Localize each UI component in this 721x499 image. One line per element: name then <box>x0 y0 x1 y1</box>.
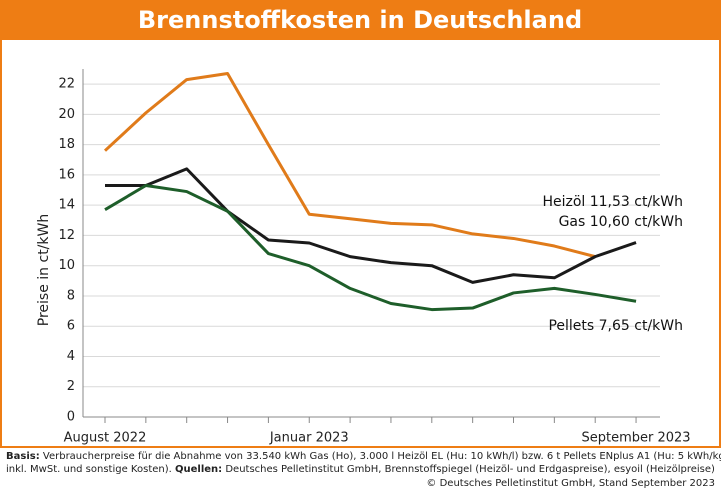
basis-text: Verbraucherpreise für die Abnahme von 33… <box>43 451 721 462</box>
y-tick-label: 8 <box>67 288 75 303</box>
copyright: © Deutsches Pelletinstitut GmbH, Stand S… <box>426 478 715 489</box>
footnote: inkl. MwSt. und sonstige Kosten). Quelle… <box>6 464 715 475</box>
series-line <box>104 184 637 312</box>
x-tick-label: September 2023 <box>582 431 691 446</box>
x-tick-label: Januar 2023 <box>269 431 349 446</box>
y-tick-label: 10 <box>58 258 75 273</box>
x-tick-label: August 2022 <box>64 431 147 446</box>
title-banner <box>0 0 721 40</box>
y-tick-label: 18 <box>58 137 75 152</box>
sources-text: Deutsches Pelletinstitut GmbH, Brennstof… <box>225 464 715 475</box>
y-tick-label: 6 <box>67 319 75 334</box>
y-axis-label: Preise in ct/kWh <box>36 214 52 326</box>
chart-title: Brennstoffkosten in Deutschland <box>138 6 582 34</box>
annotation: Pellets 7,65 ct/kWh <box>548 318 683 334</box>
y-tick-label: 14 <box>58 198 75 213</box>
y-tick-label: 0 <box>67 410 75 425</box>
annotation: Gas 10,60 ct/kWh <box>559 214 683 230</box>
sources-label: Quellen: <box>175 464 222 475</box>
y-tick-label: 4 <box>67 349 75 364</box>
series-line <box>105 167 637 284</box>
annotation: Heizöl 11,53 ct/kWh <box>542 194 683 210</box>
y-tick-label: 12 <box>58 228 75 243</box>
footnote: Basis: Verbraucherpreise für die Abnahme… <box>6 451 721 462</box>
y-tick-label: 2 <box>67 379 75 394</box>
series-line <box>103 72 596 259</box>
y-tick-label: 20 <box>58 107 75 122</box>
y-tick-label: 16 <box>58 167 75 182</box>
y-tick-label: 22 <box>58 77 75 92</box>
basis-label: Basis: <box>6 451 40 462</box>
frame <box>0 0 721 448</box>
basis-text: inkl. MwSt. und sonstige Kosten). <box>6 464 172 475</box>
